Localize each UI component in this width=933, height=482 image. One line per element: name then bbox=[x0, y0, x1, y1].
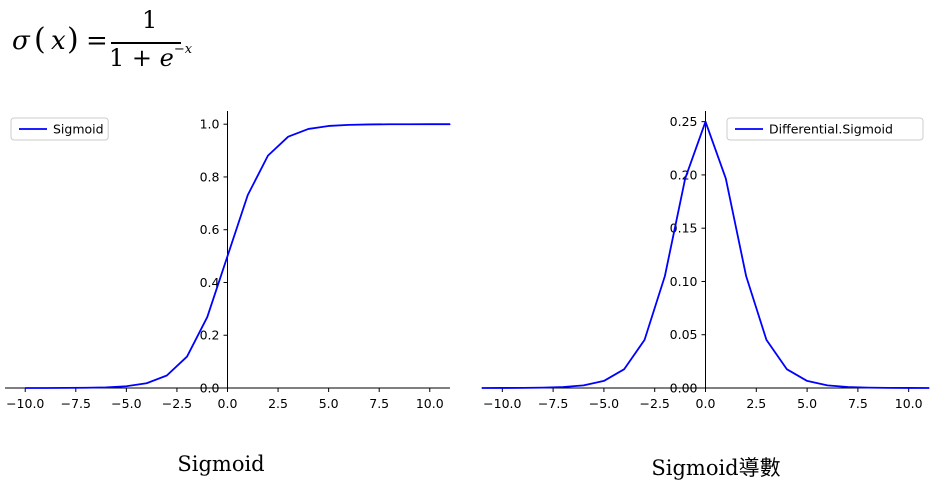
data-point bbox=[704, 121, 707, 123]
x-tick-label: −5.0 bbox=[589, 396, 619, 411]
formula-denominator-exponent: −x bbox=[173, 42, 193, 57]
data-point bbox=[582, 384, 585, 386]
data-point bbox=[388, 123, 390, 125]
formula-sigma: σ bbox=[12, 26, 30, 56]
data-point bbox=[186, 355, 188, 358]
data-point bbox=[664, 275, 666, 277]
data-point bbox=[267, 155, 269, 157]
data-point bbox=[105, 386, 107, 388]
data-point bbox=[125, 385, 127, 387]
y-tick-label: 0.05 bbox=[670, 327, 698, 342]
y-tick-label: 0.20 bbox=[670, 167, 698, 182]
data-point bbox=[481, 387, 483, 389]
x-tick-label: −5.0 bbox=[111, 396, 141, 411]
data-point bbox=[247, 194, 249, 196]
data-point bbox=[429, 123, 431, 125]
data-point bbox=[24, 387, 26, 389]
x-tick-label: 10.0 bbox=[895, 396, 923, 411]
x-tick-label: 10.0 bbox=[416, 396, 444, 411]
data-point bbox=[765, 339, 768, 341]
data-point bbox=[501, 387, 503, 389]
data-point bbox=[522, 387, 524, 389]
x-tick-label: 2.5 bbox=[746, 396, 766, 411]
data-point bbox=[449, 123, 451, 125]
data-point bbox=[408, 123, 411, 125]
sigmoid-chart-caption: Sigmoid bbox=[177, 452, 265, 476]
data-point bbox=[166, 374, 168, 377]
data-point bbox=[623, 368, 625, 370]
data-point bbox=[226, 255, 229, 257]
data-point bbox=[44, 387, 47, 389]
formula-denominator-prefix: 1 + bbox=[109, 44, 160, 72]
data-point bbox=[603, 380, 605, 382]
data-point bbox=[745, 275, 747, 277]
data-point bbox=[887, 387, 889, 389]
data-point bbox=[928, 387, 930, 389]
legend-label: Differential.Sigmoid bbox=[769, 122, 893, 137]
data-point bbox=[206, 316, 208, 318]
data-point bbox=[643, 339, 646, 341]
data-point bbox=[287, 136, 289, 138]
x-tick-label: 5.0 bbox=[319, 396, 339, 411]
data-point bbox=[806, 380, 808, 382]
x-tick-label: 7.5 bbox=[848, 396, 868, 411]
data-point bbox=[348, 124, 350, 126]
data-point bbox=[328, 125, 330, 127]
y-tick-label: 0.6 bbox=[200, 222, 220, 237]
data-point bbox=[826, 384, 829, 386]
legend-box bbox=[10, 117, 109, 141]
y-tick-label: 0.00 bbox=[670, 381, 698, 396]
data-point bbox=[908, 387, 910, 389]
data-point bbox=[307, 128, 310, 130]
data-point bbox=[65, 387, 67, 389]
formula-equals: = bbox=[86, 26, 108, 56]
x-tick-label: −7.5 bbox=[538, 396, 568, 411]
y-tick-label: 1.0 bbox=[200, 117, 220, 132]
y-tick-label: 0.2 bbox=[200, 328, 220, 343]
x-tick-label: −7.5 bbox=[61, 396, 91, 411]
legend-box bbox=[726, 117, 924, 141]
x-tick-label: 7.5 bbox=[369, 396, 389, 411]
formula-arg: x bbox=[51, 26, 66, 56]
data-point bbox=[684, 177, 686, 180]
y-tick-label: 0.0 bbox=[200, 381, 220, 396]
data-point bbox=[786, 368, 788, 370]
sigmoid-formula: σ ( x ) = 1 1 + e−x bbox=[10, 4, 210, 74]
data-point bbox=[542, 387, 544, 389]
data-point bbox=[847, 386, 849, 388]
formula-close-paren: ) bbox=[67, 22, 79, 57]
x-tick-label: 0.0 bbox=[218, 396, 238, 411]
x-tick-label: 5.0 bbox=[797, 396, 817, 411]
x-tick-label: −2.5 bbox=[162, 396, 192, 411]
y-tick-label: 0.15 bbox=[670, 221, 698, 236]
x-tick-label: −10.0 bbox=[483, 396, 521, 411]
x-tick-label: −2.5 bbox=[640, 396, 670, 411]
x-tick-label: 0.0 bbox=[696, 396, 716, 411]
legend-label: Sigmoid bbox=[53, 122, 104, 137]
y-tick-label: 0.10 bbox=[670, 274, 698, 289]
y-tick-label: 0.8 bbox=[200, 169, 220, 184]
formula-numerator: 1 bbox=[142, 6, 158, 34]
formula-open-paren: ( bbox=[34, 22, 46, 57]
x-tick-label: −10.0 bbox=[6, 396, 44, 411]
formula-denominator-base: e bbox=[159, 44, 174, 72]
data-point bbox=[145, 382, 148, 384]
data-point bbox=[85, 387, 87, 389]
data-point bbox=[725, 177, 727, 180]
sigmoid-derivative-chart-caption: Sigmoid導數 bbox=[651, 456, 781, 480]
sigmoid-derivative-chart: −10.0 −7.5 −5.0 −2.5 0.0 2.5 5.0 7.5 10.0 0.00 0.0… bbox=[481, 111, 930, 411]
formula-denominator: 1 + e−x bbox=[109, 42, 193, 72]
y-tick-label: 0.25 bbox=[670, 114, 698, 129]
x-tick-label: 2.5 bbox=[268, 396, 288, 411]
formula-fraction-bar bbox=[111, 42, 181, 44]
data-point bbox=[867, 387, 869, 389]
y-tick-label: 0.4 bbox=[200, 275, 220, 290]
data-point bbox=[562, 386, 564, 388]
data-point bbox=[368, 123, 370, 126]
sigmoid-chart: −10.0 −7.5 −5.0 −2.5 0.0 2.5 5.0 7.5 10.0 0.0 0.2 0… bbox=[5, 111, 451, 411]
series-line bbox=[25, 123, 450, 389]
